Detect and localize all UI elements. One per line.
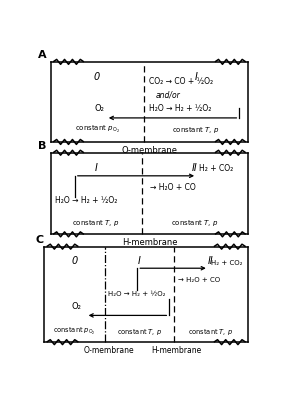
Text: B: B xyxy=(38,141,46,151)
Text: H₂ + CO₂: H₂ + CO₂ xyxy=(211,260,243,266)
Text: H-membrane: H-membrane xyxy=(122,238,177,247)
Text: O-membrane: O-membrane xyxy=(83,346,134,355)
Text: II: II xyxy=(192,162,198,172)
Text: I: I xyxy=(95,162,98,172)
Text: constant $T$, $p$: constant $T$, $p$ xyxy=(171,218,218,228)
Text: II: II xyxy=(208,256,214,266)
Text: CO₂ → CO + ½O₂: CO₂ → CO + ½O₂ xyxy=(149,77,213,86)
Text: → H₂O + CO: → H₂O + CO xyxy=(178,277,220,283)
Text: H₂O → H₂ + ½O₂: H₂O → H₂ + ½O₂ xyxy=(149,104,211,113)
Text: H₂O → H₂ + ½O₂: H₂O → H₂ + ½O₂ xyxy=(108,291,165,298)
Text: I: I xyxy=(138,256,141,266)
Text: A: A xyxy=(38,50,46,60)
Text: constant $T$, $p$: constant $T$, $p$ xyxy=(117,326,162,336)
Text: constant $T$, $p$: constant $T$, $p$ xyxy=(72,218,120,228)
Text: I: I xyxy=(194,72,197,82)
Text: constant $T$, $p$: constant $T$, $p$ xyxy=(172,125,220,135)
Text: constant $p_{\mathrm{O_2}}$: constant $p_{\mathrm{O_2}}$ xyxy=(53,326,96,336)
Text: constant $p_{\mathrm{O_2}}$: constant $p_{\mathrm{O_2}}$ xyxy=(75,124,119,135)
Text: H₂ + CO₂: H₂ + CO₂ xyxy=(199,164,233,173)
Text: → H₂O + CO: → H₂O + CO xyxy=(150,183,196,192)
Text: H-membrane: H-membrane xyxy=(152,346,202,355)
Text: C: C xyxy=(35,235,44,245)
Text: and/or: and/or xyxy=(156,91,180,100)
Text: 0: 0 xyxy=(72,256,78,266)
Text: H₂O → H₂ + ½O₂: H₂O → H₂ + ½O₂ xyxy=(55,196,117,204)
Text: 0: 0 xyxy=(94,72,100,82)
Text: O₂: O₂ xyxy=(94,104,104,113)
Text: O₂: O₂ xyxy=(72,302,82,311)
Text: constant $T$, $p$: constant $T$, $p$ xyxy=(188,326,233,336)
Text: O-membrane: O-membrane xyxy=(121,146,177,155)
